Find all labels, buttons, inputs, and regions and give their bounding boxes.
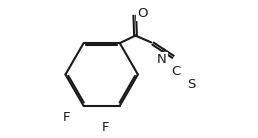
Text: F: F (63, 111, 71, 124)
Text: C: C (172, 65, 181, 78)
Text: S: S (187, 78, 195, 91)
Text: O: O (138, 7, 148, 20)
Text: F: F (102, 121, 110, 134)
Text: N: N (157, 53, 167, 66)
